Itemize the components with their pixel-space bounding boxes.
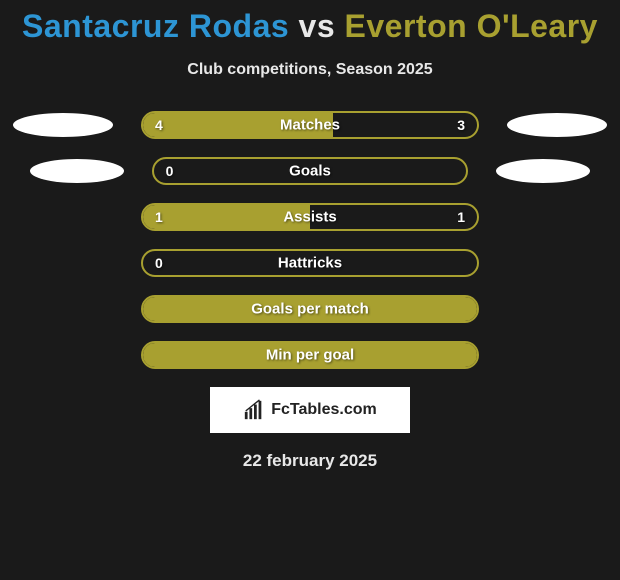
stat-label: Goals per match: [251, 301, 369, 318]
stat-value-left: 0: [155, 255, 163, 271]
branding-chart-icon: [243, 399, 265, 421]
stat-value-left: 1: [155, 209, 163, 225]
branding-box: FcTables.com: [210, 387, 410, 433]
stat-row: Goals per match: [0, 295, 620, 323]
page-title: Santacruz Rodas vs Everton O'Leary: [0, 0, 620, 49]
branding-text: FcTables.com: [271, 401, 377, 419]
date-text: 22 february 2025: [0, 451, 620, 471]
pill-right: [507, 113, 607, 137]
stats-rows: 4 Matches 3 0 Goals 1 Assists 1 0 Hattricks Goals …: [0, 111, 620, 369]
stat-row: 0 Goals: [0, 157, 620, 185]
stat-bar: Goals per match: [141, 295, 479, 323]
stat-bar: 4 Matches 3: [141, 111, 479, 139]
stat-label: Goals: [289, 163, 331, 180]
title-vs: vs: [299, 8, 336, 44]
subtitle: Club competitions, Season 2025: [0, 61, 620, 79]
stat-bar: 1 Assists 1: [141, 203, 479, 231]
pill-left: [30, 159, 124, 183]
stat-label: Hattricks: [278, 255, 342, 272]
stat-row: Min per goal: [0, 341, 620, 369]
stat-label: Min per goal: [266, 347, 354, 364]
stat-value-right: 3: [457, 117, 465, 133]
pill-right: [496, 159, 590, 183]
stat-row: 1 Assists 1: [0, 203, 620, 231]
stat-bar: 0 Goals: [152, 157, 469, 185]
stat-label: Assists: [283, 209, 336, 226]
stat-bar: 0 Hattricks: [141, 249, 479, 277]
stat-value-left: 0: [166, 163, 174, 179]
stat-value-right: 1: [457, 209, 465, 225]
pill-left: [13, 113, 113, 137]
stat-label: Matches: [280, 117, 340, 134]
stat-row: 4 Matches 3: [0, 111, 620, 139]
comparison-infographic: Santacruz Rodas vs Everton O'Leary Club …: [0, 0, 620, 580]
stat-value-left: 4: [155, 117, 163, 133]
player2-name: Everton O'Leary: [345, 8, 598, 44]
stat-row: 0 Hattricks: [0, 249, 620, 277]
stat-bar: Min per goal: [141, 341, 479, 369]
player1-name: Santacruz Rodas: [22, 8, 289, 44]
